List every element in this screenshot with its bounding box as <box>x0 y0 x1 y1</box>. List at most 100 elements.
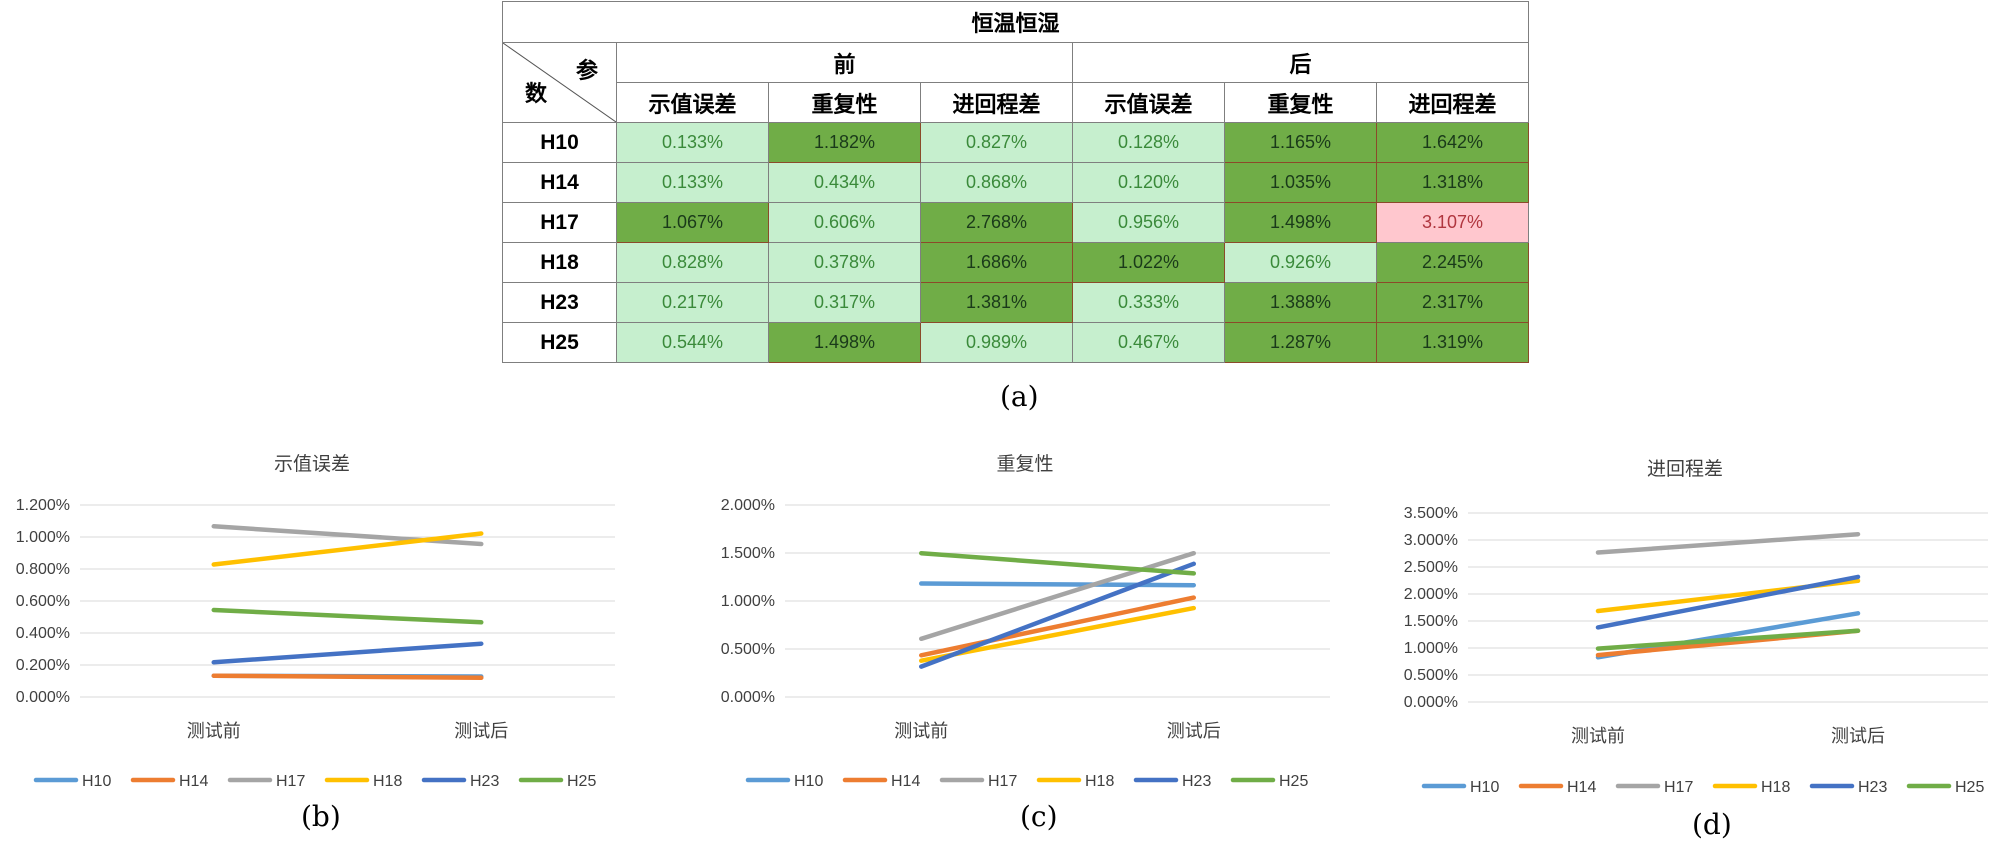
table-cell: 1.642% <box>1375 122 1530 163</box>
table-cell: 1.318% <box>1375 162 1530 203</box>
row-label: H17 <box>502 202 617 243</box>
y-tick-label: 1.200% <box>16 497 70 514</box>
subheader: 示值误差 <box>1072 82 1225 123</box>
y-tick-label: 0.000% <box>721 689 775 706</box>
table-title: 恒温恒湿 <box>501 1 1530 43</box>
x-tick-label: 测试前 <box>894 721 948 742</box>
y-tick-label: 1.000% <box>721 593 775 610</box>
y-tick-label: 0.600% <box>16 593 70 610</box>
group-header-after: 后 <box>1071 42 1530 83</box>
caption-b: (b) <box>301 800 341 833</box>
legend-label: H23 <box>1858 779 1887 796</box>
table-cell: 3.107% <box>1375 202 1530 243</box>
series-line-h23 <box>211 641 484 665</box>
x-tick-label: 测试后 <box>454 721 508 742</box>
row-label: H10 <box>502 122 617 163</box>
series-line-h23 <box>919 561 1196 669</box>
table-cell: 1.165% <box>1224 122 1377 163</box>
table-cell: 1.498% <box>1224 202 1377 243</box>
legend-label: H14 <box>891 773 920 790</box>
subheader: 进回程差 <box>1375 82 1530 123</box>
y-tick-label: 3.500% <box>1404 505 1458 522</box>
series-line-h25 <box>211 607 484 625</box>
table-cell: 0.217% <box>616 282 769 323</box>
subheader: 示值误差 <box>616 82 769 123</box>
table-cell: 0.926% <box>1224 242 1377 283</box>
table-cell: 1.388% <box>1224 282 1377 323</box>
table-cell: 2.768% <box>920 202 1073 243</box>
table-cell: 0.827% <box>920 122 1073 163</box>
chart-title: 重复性 <box>996 453 1053 475</box>
subheader: 进回程差 <box>920 82 1073 123</box>
y-tick-label: 2.000% <box>721 497 775 514</box>
row-label: H25 <box>502 322 617 363</box>
table-cell: 1.319% <box>1375 322 1530 363</box>
y-tick-label: 1.500% <box>721 545 775 562</box>
series-line-h25 <box>919 550 1196 576</box>
series-line-h18 <box>919 605 1196 663</box>
legend-label: H23 <box>1182 773 1211 790</box>
legend-label: H17 <box>276 773 305 790</box>
legend-label: H18 <box>373 773 402 790</box>
legend-label: H10 <box>794 773 823 790</box>
chart-repeatability: 重复性 0.000% 0.500% 1.000% 1.500% 2.000% 测试前 测试后 H… <box>700 440 1340 810</box>
legend-label: H14 <box>179 773 208 790</box>
table-row: H18 0.828% 0.378% 1.686% 1.022% 0.926% 2.245% <box>502 242 1530 283</box>
group-header-before: 前 <box>616 42 1073 83</box>
table-row: H23 0.217% 0.317% 1.381% 0.333% 1.388% 2.317% <box>502 282 1530 323</box>
corner-bottom-label: 数 <box>525 82 548 107</box>
table-cell: 2.245% <box>1375 242 1530 283</box>
series-line-h10 <box>919 581 1196 588</box>
table-cell: 1.067% <box>616 202 769 243</box>
legend-label: H14 <box>1567 779 1596 796</box>
table-row: H10 0.133% 1.182% 0.827% 0.128% 1.165% 1.642% <box>502 122 1530 163</box>
table-cell: 0.133% <box>616 162 769 203</box>
table-cell: 1.035% <box>1224 162 1377 203</box>
table-cell: 0.544% <box>616 322 769 363</box>
series-line-h14 <box>211 673 484 681</box>
table-cell: 0.317% <box>768 282 921 323</box>
chart-hysteresis: 进回程差 0.000% 0.500% 1.000% 1.500% 2.000% 2.500%… <box>1380 440 2000 810</box>
y-tick-label: 1.500% <box>1404 613 1458 630</box>
y-tick-label: 3.000% <box>1404 532 1458 549</box>
y-tick-label: 0.200% <box>16 657 70 674</box>
table-cell: 0.467% <box>1072 322 1225 363</box>
chart-svg-indication-error: 示值误差 0.000% 0.200% 0.400% 0.600% 0.800% 1.000%… <box>16 453 615 790</box>
x-tick-label: 测试前 <box>1571 726 1625 747</box>
legend-label: H10 <box>82 773 111 790</box>
table-cell: 0.434% <box>768 162 921 203</box>
caption-a: (a) <box>1000 380 1039 413</box>
y-tick-label: 0.800% <box>16 561 70 578</box>
table-row: H25 0.544% 1.498% 0.989% 0.467% 1.287% 1.319% <box>502 322 1530 363</box>
row-label: H14 <box>502 162 617 203</box>
chart-indication-error: 示值误差 0.000% 0.200% 0.400% 0.600% 0.800% 1.000%… <box>0 440 640 810</box>
y-tick-label: 1.000% <box>16 529 70 546</box>
series-line-h18 <box>211 531 484 567</box>
table-cell: 1.287% <box>1224 322 1377 363</box>
table-cell: 1.686% <box>920 242 1073 283</box>
table-corner-header: 参 数 <box>502 42 617 123</box>
chart-svg-repeatability: 重复性 0.000% 0.500% 1.000% 1.500% 2.000% 测试前 测试后 H… <box>721 453 1330 790</box>
corner-diagonal <box>503 43 616 122</box>
y-tick-label: 0.000% <box>16 689 70 706</box>
table-cell: 0.333% <box>1072 282 1225 323</box>
table-cell: 0.828% <box>616 242 769 283</box>
row-label: H23 <box>502 282 617 323</box>
corner-top-label: 参 <box>575 59 598 84</box>
parameter-table: 恒温恒湿 参 数 前 后 示值误差 重复性 进回程差 示值误差 重复性 进回程差… <box>501 1 1530 363</box>
table-cell: 0.133% <box>616 122 769 163</box>
table-cell: 0.956% <box>1072 202 1225 243</box>
table-cell: 0.128% <box>1072 122 1225 163</box>
y-tick-label: 0.500% <box>1404 667 1458 684</box>
table-cell: 0.606% <box>768 202 921 243</box>
chart-svg-hysteresis: 进回程差 0.000% 0.500% 1.000% 1.500% 2.000% 2.500%… <box>1404 458 1988 796</box>
subheader: 重复性 <box>1224 82 1377 123</box>
subheader: 重复性 <box>768 82 921 123</box>
y-tick-label: 0.500% <box>721 641 775 658</box>
chart-title: 进回程差 <box>1647 458 1723 480</box>
legend-label: H10 <box>1470 779 1499 796</box>
y-tick-label: 2.000% <box>1404 586 1458 603</box>
table-cell: 0.378% <box>768 242 921 283</box>
y-tick-label: 2.500% <box>1404 559 1458 576</box>
legend-label: H18 <box>1085 773 1114 790</box>
